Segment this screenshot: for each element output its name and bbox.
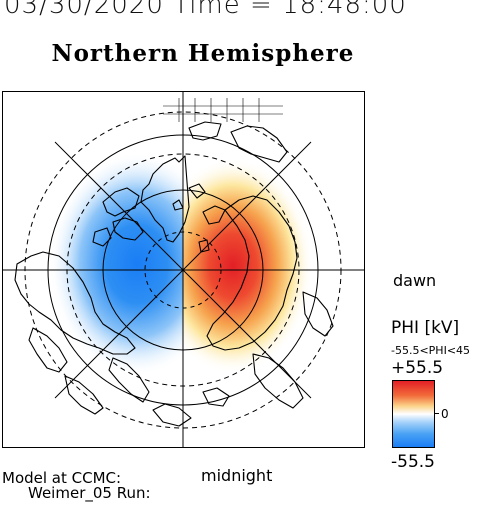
run-credit: Weimer_05 Run: xyxy=(28,484,151,502)
colorbar-min-label: -55.5 xyxy=(391,452,435,472)
dawn-label: dawn xyxy=(393,271,437,290)
colorbar-range-text: -55.5<PHI<45 xyxy=(391,344,471,357)
colorbar-max-label: +55.5 xyxy=(391,358,444,378)
coastline-greenland xyxy=(140,155,190,243)
colorbar xyxy=(392,380,435,448)
dawn-cell xyxy=(183,158,313,374)
coastline-canada-islands xyxy=(102,187,140,217)
time-header: 03/30/2020 Time = 18:48:00 xyxy=(4,0,407,20)
colorbar-title: PHI [kV] xyxy=(391,318,460,338)
latitude-grid xyxy=(163,98,283,122)
coastline-eurasia xyxy=(206,195,298,351)
hemisphere-title: Northern Hemisphere xyxy=(51,40,355,67)
model-credit: Model at CCMC: xyxy=(2,469,122,487)
midnight-label: midnight xyxy=(201,466,273,485)
polar-plot-svg xyxy=(3,92,364,447)
colorbar-gradient xyxy=(393,381,434,447)
mlt-diagonal-2 xyxy=(54,141,312,399)
colorbar-zero-tick xyxy=(434,413,439,414)
polar-map xyxy=(2,91,365,448)
coastline-north-america xyxy=(14,251,136,355)
mlt-lines xyxy=(3,92,364,447)
colorbar-zero-label: 0 xyxy=(441,407,449,421)
